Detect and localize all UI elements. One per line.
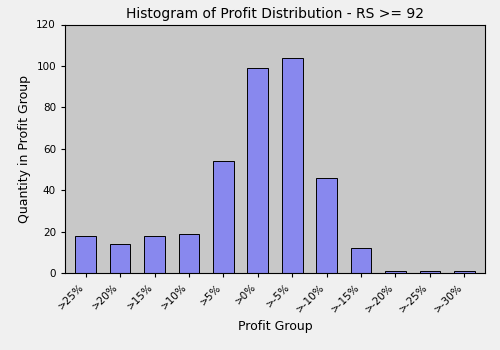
Y-axis label: Quantity in Profit Group: Quantity in Profit Group — [18, 75, 30, 223]
Bar — [316, 178, 337, 273]
Bar — [213, 161, 234, 273]
Bar — [420, 271, 440, 273]
Bar — [76, 236, 96, 273]
Bar — [454, 271, 474, 273]
Bar — [110, 244, 130, 273]
Bar — [282, 58, 302, 273]
Bar — [248, 68, 268, 273]
X-axis label: Profit Group: Profit Group — [238, 320, 312, 333]
Bar — [385, 271, 406, 273]
Title: Histogram of Profit Distribution - RS >= 92: Histogram of Profit Distribution - RS >=… — [126, 7, 424, 21]
Bar — [350, 248, 372, 273]
Bar — [178, 234, 200, 273]
Bar — [144, 236, 165, 273]
